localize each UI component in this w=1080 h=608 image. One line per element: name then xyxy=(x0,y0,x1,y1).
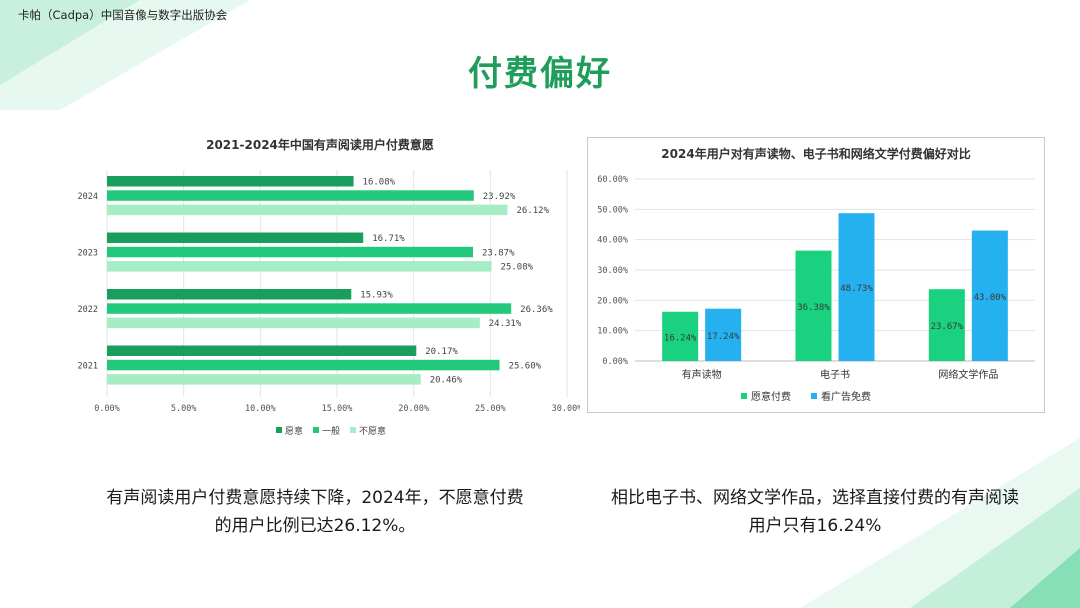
data-label: 17.24% xyxy=(707,332,740,342)
x-tick-label: 电子书 xyxy=(820,368,850,381)
x-tick-label: 20.00% xyxy=(398,404,429,414)
legend-label: 一般 xyxy=(322,425,340,437)
bar-看广告免费 xyxy=(705,308,742,361)
x-tick-label: 网络文学作品 xyxy=(938,368,998,381)
data-label: 16.71% xyxy=(372,234,405,244)
page-title: 付费偏好 xyxy=(468,54,612,94)
data-label: 20.46% xyxy=(430,376,463,386)
y-tick-label: 60.00% xyxy=(597,175,628,185)
y-tick-label: 50.00% xyxy=(597,205,628,215)
right-caption: 相比电子书、网络文学作品，选择直接付费的有声阅读 用户只有16.24% xyxy=(585,484,1045,540)
legend-label: 不愿意 xyxy=(359,425,386,437)
bar-不愿意 xyxy=(107,317,480,329)
source-label: 卡帕（Cadpa）中国音像与数字出版协会 xyxy=(18,8,228,22)
x-tick-label: 15.00% xyxy=(322,404,353,414)
y-tick-label: 2022 xyxy=(78,305,98,315)
legend-swatch xyxy=(811,393,817,399)
x-tick-label: 30.00% xyxy=(552,404,580,414)
data-label: 26.12% xyxy=(517,206,550,216)
x-tick-label: 10.00% xyxy=(245,404,276,414)
data-label: 43.00% xyxy=(974,293,1007,303)
bar-不愿意 xyxy=(107,204,508,216)
x-tick-label: 25.00% xyxy=(475,404,506,414)
x-tick-label: 有声读物 xyxy=(682,368,722,381)
data-label: 23.92% xyxy=(483,192,516,202)
preference-chart: 2024年用户对有声读物、电子书和网络文学付费偏好对比 0.00% 10.00% 20… xyxy=(587,137,1045,413)
bar-愿意 xyxy=(107,232,364,243)
bar-愿意 xyxy=(107,289,352,300)
bar-愿意付费 xyxy=(795,250,832,361)
y-tick-label: 10.00% xyxy=(597,327,628,337)
data-label: 23.87% xyxy=(482,248,515,258)
x-tick-label: 5.00% xyxy=(171,404,197,414)
legend-swatch xyxy=(350,427,356,433)
legend-label: 看广告免费 xyxy=(821,390,871,403)
corner-decoration-bottom-right xyxy=(800,438,1080,608)
data-label: 20.17% xyxy=(425,347,458,357)
legend-swatch xyxy=(276,427,282,433)
willingness-chart-svg: 2021-2024年中国有声阅读用户付费意愿 0.00% 5.00% 10.00% 15… xyxy=(78,137,583,437)
data-label: 15.93% xyxy=(360,291,393,301)
data-label: 16.08% xyxy=(363,178,396,188)
bar-一般 xyxy=(107,190,474,201)
bar-愿意 xyxy=(107,176,354,187)
bar-愿意 xyxy=(107,345,417,356)
right-caption-line-1: 相比电子书、网络文学作品，选择直接付费的有声阅读 xyxy=(611,488,1019,508)
y-tick-label: 40.00% xyxy=(597,236,628,246)
chart-title: 2021-2024年中国有声阅读用户付费意愿 xyxy=(206,137,434,152)
data-label: 23.67% xyxy=(931,322,964,332)
data-label: 26.36% xyxy=(520,305,553,315)
bar-不愿意 xyxy=(107,374,421,385)
legend-swatch xyxy=(741,393,747,399)
data-label: 25.08% xyxy=(501,263,534,273)
data-label: 16.24% xyxy=(664,333,697,343)
right-caption-line-2: 用户只有16.24% xyxy=(748,516,882,536)
data-label: 48.73% xyxy=(840,284,873,294)
bar-愿意付费 xyxy=(928,289,965,361)
bar-一般 xyxy=(107,246,474,258)
left-caption-line-1: 有声阅读用户付费意愿持续下降，2024年，不愿意付费 xyxy=(106,488,524,508)
bar-看广告免费 xyxy=(971,230,1008,361)
left-caption-line-2: 的用户比例已达26.12%。 xyxy=(214,516,416,536)
legend-label: 愿意 xyxy=(285,425,303,437)
y-tick-label: 20.00% xyxy=(597,296,628,306)
data-label: 24.31% xyxy=(489,319,522,329)
y-tick-label: 2021 xyxy=(78,362,98,372)
corner-decoration-top-left xyxy=(0,0,250,110)
data-label: 36.38% xyxy=(797,303,830,313)
legend-label: 愿意付费 xyxy=(751,390,791,403)
y-tick-label: 30.00% xyxy=(597,266,628,276)
chart-title: 2024年用户对有声读物、电子书和网络文学付费偏好对比 xyxy=(661,146,970,161)
x-tick-label: 0.00% xyxy=(94,404,120,414)
data-label: 25.60% xyxy=(509,361,542,371)
left-caption: 有声阅读用户付费意愿持续下降，2024年，不愿意付费 的用户比例已达26.12%… xyxy=(80,484,550,540)
preference-chart-svg: 2024年用户对有声读物、电子书和网络文学付费偏好对比 0.00% 10.00% 20… xyxy=(597,146,1035,403)
willingness-chart: 2021-2024年中国有声阅读用户付费意愿 0.00% 5.00% 10.00% 15… xyxy=(60,130,583,450)
bar-愿意付费 xyxy=(662,311,699,361)
y-tick-label: 2023 xyxy=(78,249,98,259)
bar-不愿意 xyxy=(107,261,492,272)
bar-一般 xyxy=(107,303,512,314)
bar-一般 xyxy=(107,359,500,371)
y-tick-label: 2024 xyxy=(78,192,98,202)
legend-swatch xyxy=(313,427,319,433)
bar-看广告免费 xyxy=(838,213,875,361)
y-tick-label: 0.00% xyxy=(602,357,628,367)
